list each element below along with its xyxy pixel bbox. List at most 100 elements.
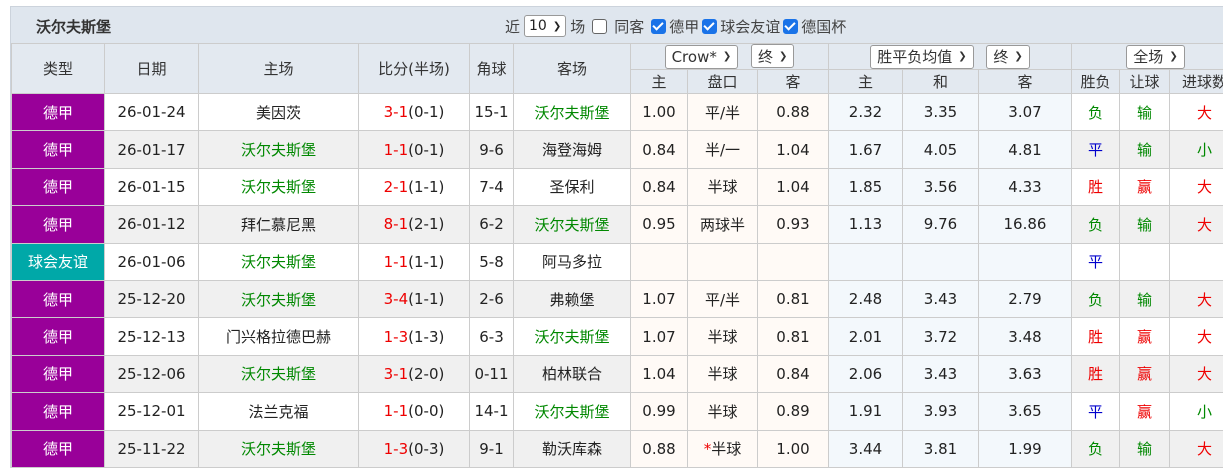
hc-line-value: 平/半 (704, 103, 741, 122)
result-handicap: 赢 (1119, 317, 1170, 356)
league-badge[interactable]: 德甲 (11, 392, 105, 431)
hc-line-value: 半/一 (704, 141, 741, 160)
company-time-value: 终 (758, 47, 774, 66)
home-team[interactable]: 法兰克福 (198, 392, 359, 431)
home-team[interactable]: 拜仁慕尼黑 (198, 205, 359, 244)
col-score: 比分(半场) (358, 43, 470, 94)
away-team[interactable]: 勒沃库森 (513, 429, 631, 468)
table-row[interactable]: 德甲 25-12-20 沃尔夫斯堡 3-4(1-1) 2-6 弗赖堡 1.07 … (11, 279, 1223, 319)
avg-time-select[interactable]: 终 ❯ (986, 44, 1030, 69)
home-team[interactable]: 沃尔夫斯堡 (198, 167, 359, 207)
hc-line: 平/半 (687, 92, 758, 132)
away-team[interactable]: 柏林联合 (513, 354, 631, 394)
odds-draw: 3.43 (902, 354, 979, 394)
scope-select[interactable]: 全场 ❯ (1126, 44, 1185, 69)
result-handicap: 输 (1119, 429, 1170, 468)
home-team[interactable]: 沃尔夫斯堡 (198, 130, 359, 169)
col-odds-lose: 客 (978, 69, 1072, 94)
home-team[interactable]: 门兴格拉德巴赫 (198, 317, 359, 356)
away-team[interactable]: 弗赖堡 (513, 279, 631, 319)
table-row[interactable]: 德甲 25-12-06 沃尔夫斯堡 3-1(2-0) 0-11 柏林联合 1.0… (11, 354, 1223, 394)
chevron-down-icon: ❯ (779, 50, 788, 62)
full-time-score: 8-1 (383, 215, 409, 234)
score[interactable]: 1-3(0-3) (358, 429, 470, 468)
league-badge[interactable]: 德甲 (11, 205, 105, 244)
league-badge[interactable]: 德甲 (11, 317, 105, 356)
result-goals (1169, 242, 1223, 281)
league-badge[interactable]: 德甲 (11, 92, 105, 132)
corners: 6-2 (469, 205, 514, 244)
table-row[interactable]: 德甲 26-01-17 沃尔夫斯堡 1-1(0-1) 9-6 海登海姆 0.84… (11, 130, 1223, 169)
table-row[interactable]: 德甲 25-11-22 沃尔夫斯堡 1-3(0-3) 9-1 勒沃库森 0.88… (11, 429, 1223, 468)
league-badge[interactable]: 球会友谊 (11, 242, 105, 281)
hc-line: 半球 (687, 392, 758, 431)
away-team[interactable]: 沃尔夫斯堡 (513, 205, 631, 244)
match-date: 25-12-01 (104, 392, 199, 431)
table-row[interactable]: 德甲 25-12-01 法兰克福 1-1(0-0) 14-1 沃尔夫斯堡 0.9… (11, 392, 1223, 431)
score[interactable]: 1-1(0-1) (358, 130, 470, 169)
hc-away-odds: 1.04 (757, 130, 829, 169)
hc-home-odds: 1.07 (630, 279, 688, 319)
half-time-score: (0-3) (408, 439, 445, 458)
full-time-score: 3-1 (383, 103, 409, 122)
result-wl: 负 (1071, 429, 1120, 468)
table-row[interactable]: 德甲 26-01-15 沃尔夫斯堡 2-1(1-1) 7-4 圣保利 0.84 … (11, 167, 1223, 207)
table-row[interactable]: 球会友谊 26-01-06 沃尔夫斯堡 1-1(1-1) 5-8 阿马多拉 平 (11, 242, 1223, 281)
company-select[interactable]: Crow* ❯ (664, 44, 739, 69)
away-team[interactable]: 圣保利 (513, 167, 631, 207)
table-row[interactable]: 德甲 25-12-13 门兴格拉德巴赫 1-3(1-3) 6-3 沃尔夫斯堡 1… (11, 317, 1223, 356)
table-row[interactable]: 德甲 26-01-12 拜仁慕尼黑 8-1(2-1) 6-2 沃尔夫斯堡 0.9… (11, 205, 1223, 244)
col-away: 客场 (513, 43, 631, 94)
league-checkbox[interactable] (702, 18, 718, 34)
hc-line: *半球 (687, 429, 758, 468)
match-date: 26-01-06 (104, 242, 199, 281)
league-badge[interactable]: 德甲 (11, 354, 105, 394)
league-checkbox[interactable] (783, 18, 799, 34)
result-handicap: 输 (1119, 130, 1170, 169)
score[interactable]: 2-1(1-1) (358, 167, 470, 207)
home-team[interactable]: 沃尔夫斯堡 (198, 429, 359, 468)
hc-away-odds (757, 242, 829, 281)
home-team[interactable]: 沃尔夫斯堡 (198, 354, 359, 394)
corners: 6-3 (469, 317, 514, 356)
result-goals: 大 (1169, 317, 1223, 356)
away-team[interactable]: 海登海姆 (513, 130, 631, 169)
away-team[interactable]: 沃尔夫斯堡 (513, 317, 631, 356)
match-count-select[interactable]: 10 ❯ (524, 15, 567, 37)
away-team[interactable]: 沃尔夫斯堡 (513, 392, 631, 431)
avg-select[interactable]: 胜平负均值 ❯ (870, 44, 974, 69)
corners: 0-11 (469, 354, 514, 394)
score[interactable]: 8-1(2-1) (358, 205, 470, 244)
league-badge[interactable]: 德甲 (11, 130, 105, 169)
score[interactable]: 3-1(2-0) (358, 354, 470, 394)
away-team[interactable]: 沃尔夫斯堡 (513, 92, 631, 132)
score[interactable]: 1-3(1-3) (358, 317, 470, 356)
corners: 9-1 (469, 429, 514, 468)
away-team[interactable]: 阿马多拉 (513, 242, 631, 281)
league-badge[interactable]: 德甲 (11, 279, 105, 319)
col-date: 日期 (104, 43, 199, 94)
odds-win: 1.85 (828, 167, 903, 207)
home-team[interactable]: 沃尔夫斯堡 (198, 242, 359, 281)
league-badge[interactable]: 德甲 (11, 429, 105, 468)
same-away-checkbox[interactable] (592, 18, 608, 34)
result-handicap (1119, 242, 1170, 281)
odds-lose: 3.63 (978, 354, 1072, 394)
league-filters: 德甲 球会友谊 德国杯 (648, 16, 846, 37)
score[interactable]: 1-1(1-1) (358, 242, 470, 281)
score[interactable]: 3-4(1-1) (358, 279, 470, 319)
result-goals: 小 (1169, 130, 1223, 169)
hc-away-odds: 1.04 (757, 167, 829, 207)
hc-away-odds: 0.84 (757, 354, 829, 394)
odds-draw: 3.93 (902, 392, 979, 431)
home-team[interactable]: 沃尔夫斯堡 (198, 279, 359, 319)
col-res-wl: 胜负 (1071, 69, 1120, 94)
league-badge[interactable]: 德甲 (11, 167, 105, 207)
table-row[interactable]: 德甲 26-01-24 美因茨 3-1(0-1) 15-1 沃尔夫斯堡 1.00… (11, 92, 1223, 132)
result-wl: 胜 (1071, 167, 1120, 207)
home-team[interactable]: 美因茨 (198, 92, 359, 132)
score[interactable]: 1-1(0-0) (358, 392, 470, 431)
score[interactable]: 3-1(0-1) (358, 92, 470, 132)
company-time-select[interactable]: 终 ❯ (751, 44, 795, 69)
league-checkbox[interactable] (651, 18, 667, 34)
